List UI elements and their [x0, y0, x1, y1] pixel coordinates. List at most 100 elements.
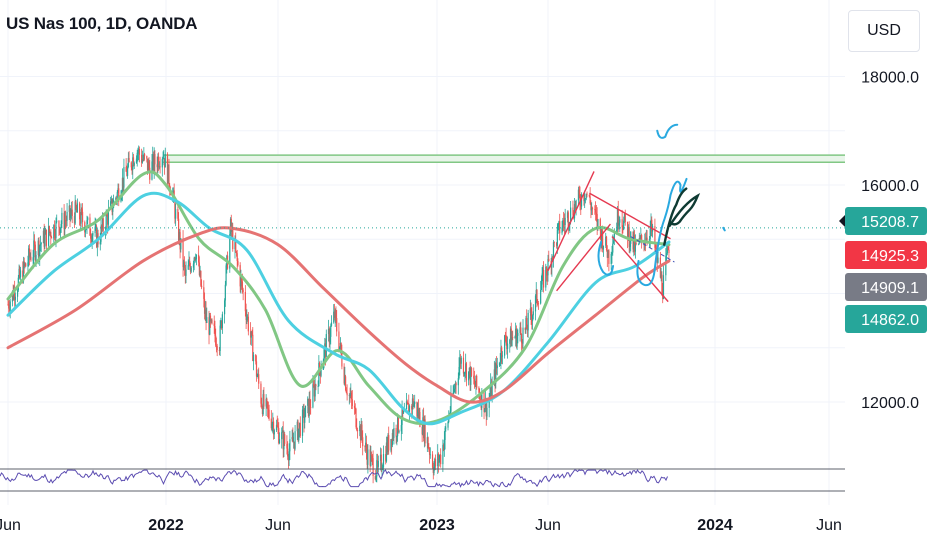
- candle: [584, 198, 586, 202]
- candle: [302, 409, 304, 411]
- candle: [350, 392, 352, 396]
- candle: [30, 256, 32, 261]
- candle: [61, 212, 63, 225]
- candle: [22, 261, 25, 282]
- candle: [541, 273, 543, 285]
- candle: [536, 289, 538, 304]
- candle: [665, 255, 667, 276]
- candle: [230, 218, 232, 233]
- currency-button[interactable]: USD: [848, 10, 920, 52]
- candle: [382, 454, 385, 468]
- candle: [462, 357, 465, 374]
- candle: [643, 241, 645, 246]
- candle: [86, 220, 88, 229]
- candle: [80, 209, 82, 224]
- candle: [189, 266, 192, 272]
- candle: [177, 209, 179, 219]
- candle: [391, 433, 394, 446]
- ma-line-3: [6, 226, 671, 404]
- candle: [408, 405, 411, 416]
- candle: [431, 454, 434, 468]
- blue-loop-1: [597, 240, 615, 276]
- candle: [44, 234, 46, 247]
- candle: [292, 437, 294, 443]
- candle: [224, 284, 226, 301]
- candle: [405, 401, 408, 410]
- candle: [356, 429, 359, 432]
- candle: [646, 237, 648, 241]
- candle: [540, 290, 542, 304]
- candle: [194, 257, 196, 260]
- price-tag: [845, 241, 927, 269]
- candle: [143, 153, 145, 160]
- candle: [327, 328, 330, 335]
- candle: [662, 275, 665, 299]
- candle: [561, 227, 563, 234]
- candle: [637, 243, 640, 245]
- candle: [572, 207, 574, 216]
- candle: [271, 423, 273, 429]
- candle: [213, 323, 215, 327]
- candle: [166, 154, 169, 184]
- candle: [526, 328, 529, 331]
- candle: [557, 224, 559, 230]
- candle: [575, 200, 577, 209]
- candle: [301, 409, 304, 436]
- candle: [74, 201, 76, 224]
- candle: [566, 212, 569, 218]
- candle: [92, 233, 94, 236]
- candle: [105, 214, 107, 231]
- candle: [644, 242, 646, 246]
- candle: [491, 382, 493, 397]
- candle: [486, 407, 488, 417]
- candle: [90, 235, 92, 239]
- symbol-title[interactable]: US Nas 100, 1D, OANDA: [6, 14, 198, 33]
- candle: [214, 326, 216, 336]
- candle: [547, 258, 549, 276]
- candle: [110, 201, 112, 209]
- candle: [95, 226, 97, 228]
- candle: [53, 225, 55, 239]
- candle: [562, 220, 564, 228]
- candle: [304, 405, 307, 418]
- candle: [277, 426, 279, 429]
- candle: [298, 422, 301, 429]
- candle: [246, 317, 248, 320]
- candle: [14, 296, 16, 300]
- candle: [220, 321, 222, 326]
- candle: [597, 219, 599, 228]
- candle: [559, 221, 561, 234]
- candle: [443, 444, 445, 451]
- candle: [438, 458, 440, 463]
- candle: [346, 392, 348, 396]
- time-axis[interactable]: Jun 2022 Jun 2023 Jun 2024 Jun: [0, 517, 842, 534]
- candle: [107, 215, 109, 225]
- candle: [372, 458, 374, 477]
- candle: [623, 220, 625, 230]
- candle: [135, 158, 138, 163]
- candle: [668, 249, 670, 254]
- candle: [35, 255, 37, 261]
- candle: [459, 357, 462, 364]
- grid: [0, 0, 845, 505]
- candle: [69, 205, 71, 218]
- candle: [498, 362, 501, 366]
- candle: [640, 235, 642, 239]
- wedge-line-upper: [589, 192, 671, 240]
- time-axis-label: Jun: [0, 517, 21, 534]
- candle: [521, 342, 523, 344]
- candle: [411, 398, 414, 410]
- candle: [38, 240, 40, 257]
- candle: [284, 434, 286, 444]
- price-axis[interactable]: 18000.0 16000.0 12000.0: [861, 70, 919, 413]
- candle: [178, 232, 180, 242]
- candle: [99, 241, 101, 245]
- candle: [460, 357, 462, 364]
- candle: [645, 237, 647, 243]
- candle: [261, 407, 264, 415]
- candle: [203, 298, 206, 314]
- candle: [100, 225, 102, 242]
- candle: [660, 274, 662, 278]
- candle: [18, 268, 20, 278]
